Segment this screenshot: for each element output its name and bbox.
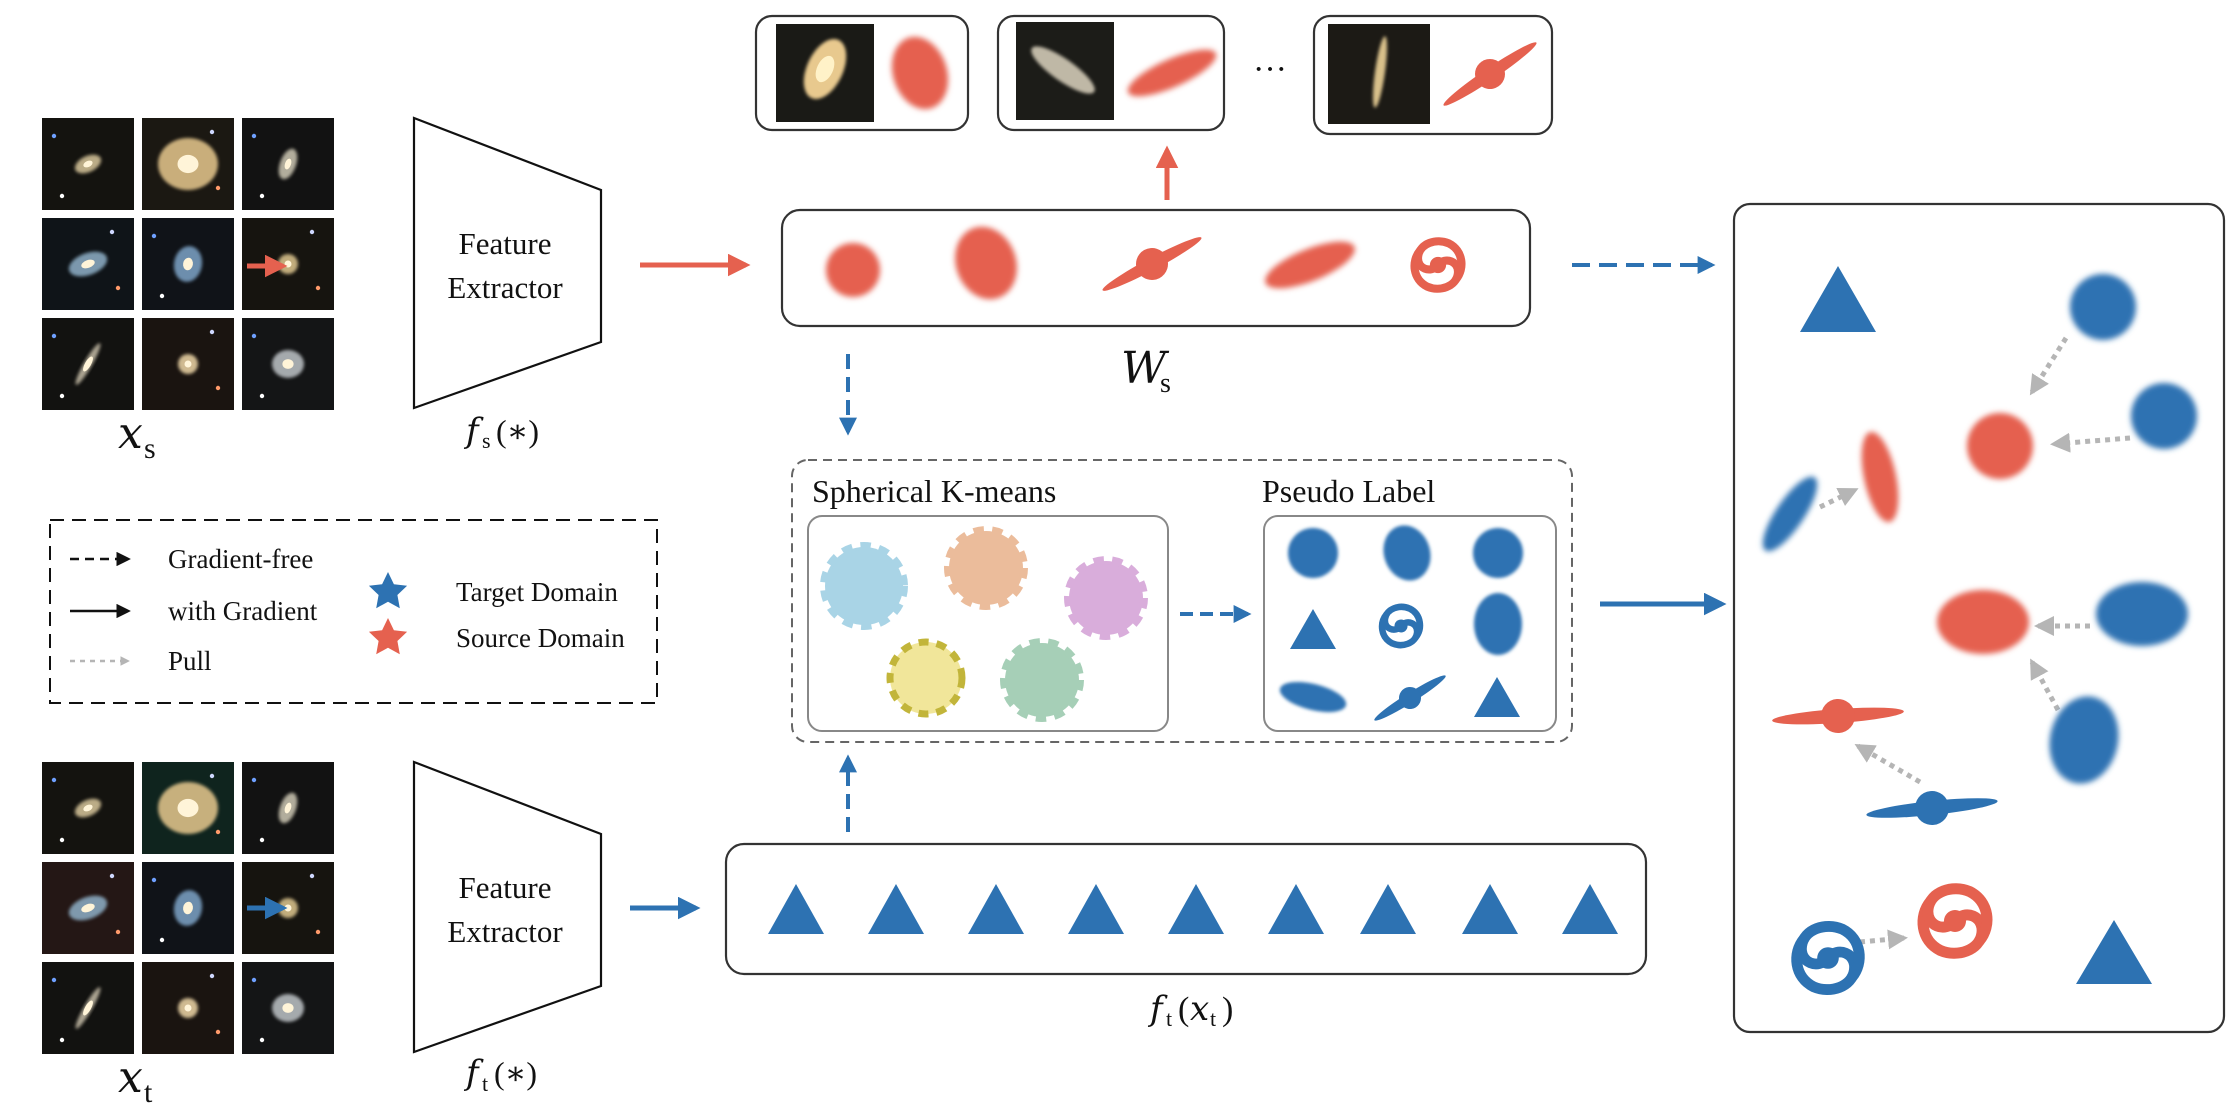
svg-text:(∗): (∗) (494, 1055, 537, 1091)
prototype-smooth-ellipse (955, 226, 1017, 300)
galaxy-thumbnail (42, 762, 134, 854)
legend-with-gradient: with Gradient (168, 596, 318, 626)
galaxy-thumbnail (142, 218, 234, 310)
target-feature-label: f t ( x t ) (1147, 989, 1233, 1031)
target-extractor-text-line1: Feature (459, 870, 552, 905)
svg-text:t: t (482, 1071, 488, 1096)
svg-text:f: f (1147, 989, 1168, 1029)
target-feature-triangle (1168, 884, 1224, 934)
target-feature-triangle (1462, 884, 1518, 934)
target-images-subscript: t (144, 1076, 153, 1109)
target-feature-triangles (768, 884, 1618, 934)
galaxy-thumbnail (242, 962, 334, 1054)
svg-text:t: t (1210, 1006, 1216, 1031)
embedding-source-edge-on (1772, 699, 1904, 733)
embedding-target-edge-on (1866, 791, 1998, 825)
target-feature-extractor (412, 760, 603, 1054)
galaxy-thumbnail (42, 118, 134, 210)
example-pair-3 (1312, 14, 1554, 136)
galaxy-thumbnail (42, 218, 134, 310)
svg-text:): ) (1222, 991, 1233, 1028)
embedding-source-round (1967, 413, 2033, 479)
galaxy-thumbnail (142, 962, 234, 1054)
embedding-source-ellipse (1937, 590, 2029, 654)
embedding-target-elongated (1762, 476, 1818, 552)
svg-text:x: x (1190, 989, 1209, 1029)
cluster-purple (1064, 556, 1148, 640)
legend: Gradient-free with Gradient Pull Target … (49, 519, 658, 704)
source-extractor-text-line2: Extractor (447, 270, 563, 305)
pseudo-label-title: Pseudo Label (1262, 473, 1435, 509)
cluster-green (1000, 638, 1084, 722)
galaxy-thumbnail (242, 118, 334, 210)
legend-target-domain: Target Domain (456, 577, 618, 607)
svg-text:t: t (1166, 1006, 1172, 1031)
target-image-grid (42, 762, 334, 1054)
svg-text:(: ( (1178, 991, 1189, 1028)
target-extractor-function-label: f t (∗) (463, 1053, 537, 1096)
svg-text:W: W (1121, 343, 1170, 394)
example-pair-1 (754, 14, 970, 132)
example-ellipsis: ··· (1253, 51, 1287, 88)
galaxy-thumbnail (42, 962, 134, 1054)
target-feature-triangle (1268, 884, 1324, 934)
pseudo-label-symbols (1279, 525, 1523, 721)
embedding-target-triangle (2076, 920, 2152, 984)
legend-pull: Pull (168, 646, 212, 676)
galaxy-thumbnail (242, 318, 334, 410)
target-extractor-text-line2: Extractor (447, 914, 563, 949)
pull-arrows (1818, 336, 2131, 950)
source-extractor-function-label: f s (∗) (463, 411, 539, 453)
embedding-source-triangle (1800, 266, 1876, 332)
galaxy-thumbnail (142, 318, 234, 410)
target-feature-triangle (868, 884, 924, 934)
svg-text:f: f (463, 1053, 484, 1093)
source-extractor-text-line1: Feature (459, 226, 552, 261)
svg-text:s: s (1160, 368, 1171, 399)
target-feature-triangle (1360, 884, 1416, 934)
galaxy-thumbnail (242, 762, 334, 854)
svg-text:(∗): (∗) (496, 413, 539, 449)
embedding-source-elongated (1861, 431, 1899, 523)
prototype-edge-on (1102, 237, 1202, 291)
galaxy-thumbnail (142, 118, 234, 210)
kmeans-title: Spherical K-means (812, 473, 1056, 509)
cluster-orange (944, 526, 1028, 610)
svg-text:s: s (482, 428, 491, 453)
prototype-smooth-round (826, 243, 880, 297)
cluster-blue (820, 542, 908, 630)
source-images-subscript: s (144, 432, 156, 465)
galaxy-thumbnail (42, 318, 134, 410)
target-feature-triangle (768, 884, 824, 934)
target-feature-triangle (1562, 884, 1618, 934)
galaxy-thumbnail (142, 762, 234, 854)
embedding-target-round-1 (2070, 274, 2136, 340)
galaxy-thumbnail (42, 862, 134, 954)
embedding-target-round-2 (2131, 383, 2197, 449)
legend-source-domain: Source Domain (456, 623, 625, 653)
galaxy-thumbnail (142, 862, 234, 954)
source-domain-star-icon (368, 618, 408, 655)
target-feature-triangle (1068, 884, 1124, 934)
example-pair-2 (996, 14, 1226, 132)
embedding-target-tall-ellipse (2049, 696, 2119, 784)
source-images-label: x (118, 408, 143, 459)
prototype-label: W s (1121, 343, 1171, 399)
source-image-grid (42, 118, 334, 410)
target-images-label: x (118, 1052, 143, 1103)
cluster-yellow (886, 638, 966, 718)
target-feature-triangle (968, 884, 1024, 934)
source-feature-extractor (412, 116, 603, 410)
svg-text:f: f (463, 411, 484, 451)
target-domain-star-icon (368, 572, 408, 609)
embedding-target-ellipse (2096, 582, 2188, 646)
legend-gradient-free: Gradient-free (168, 544, 313, 574)
prototype-elongated-ellipse (1265, 241, 1355, 289)
